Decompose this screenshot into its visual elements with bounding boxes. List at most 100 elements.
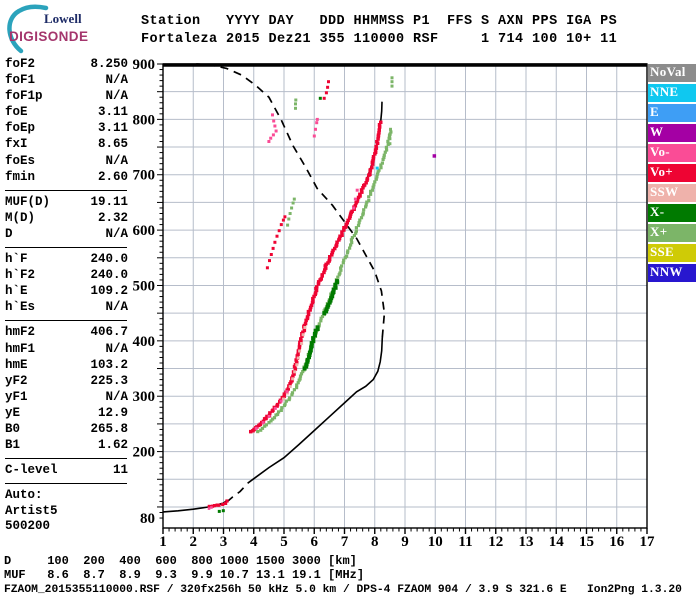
- param-label: h`E: [5, 284, 28, 299]
- param-label: B1: [5, 438, 21, 453]
- param-label: foE: [5, 105, 28, 120]
- param-row-foF1p: foF1p N/A: [5, 89, 128, 105]
- param-value: 1.62: [97, 438, 128, 453]
- param-label: B0: [5, 421, 21, 436]
- x-axis-tick-label: 5: [280, 534, 288, 550]
- autoscaling-info-line: Auto:: [5, 488, 43, 503]
- y-axis-tick-label: 700: [133, 168, 156, 184]
- series-X-minus-segment-low: [302, 325, 320, 371]
- param-label: MUF(D): [5, 194, 51, 209]
- logo-text-lowell: Lowell: [44, 11, 82, 26]
- x-axis-tick-label: 7: [341, 534, 349, 550]
- param-label: foF1p: [5, 89, 43, 104]
- scatter-x-upper-dashes: [388, 127, 392, 146]
- plot-grid: [163, 64, 647, 528]
- param-row-MUFD: MUF(D) 19.11: [5, 195, 128, 211]
- param-label: h`F: [5, 252, 28, 267]
- y-axis-tick-label: 900: [133, 57, 156, 73]
- series-F-trace-Vo-minus-edge: [254, 390, 289, 430]
- scatter-pink-near-cusp: [352, 188, 359, 210]
- param-section-divider: [5, 458, 127, 460]
- scatter-red-speck-838: [322, 96, 326, 100]
- scatter-cyan-speck: [375, 166, 379, 170]
- param-label: yF1: [5, 389, 28, 404]
- param-value: N/A: [105, 153, 128, 168]
- series-profile-valley-dashed: [226, 482, 249, 503]
- param-value: 8.65: [97, 137, 128, 152]
- header-block: Station YYYY DAY DDD HHMMSS P1 FFS S AXN…: [141, 13, 617, 49]
- legend-item-Vo: Vo+: [648, 164, 696, 182]
- param-value: 240.0: [90, 252, 128, 267]
- scatter-pink-specks-790: [312, 117, 319, 138]
- param-value: N/A: [105, 300, 128, 315]
- scaled-parameters-panel: foF2 8.250 foF1 N/A foF1p N/A foE 3.11 foEp 3.11 f…: [5, 57, 128, 535]
- param-label: fmin: [5, 169, 36, 184]
- legend-item-SSW: SSW: [648, 184, 696, 202]
- param-value: 8.250: [90, 57, 128, 71]
- series-E-trace-X-minus: [217, 509, 225, 513]
- param-value: N/A: [105, 341, 128, 356]
- x-axis-tick-label: 17: [640, 534, 656, 550]
- series-X-minus-segment-mid: [322, 279, 340, 316]
- legend-item-SSE: SSE: [648, 244, 696, 262]
- param-label: foF2: [5, 57, 36, 71]
- param-section-divider: [5, 189, 127, 191]
- param-row-B0: B0 265.8: [5, 422, 128, 438]
- series-profile-topside-dashed: [196, 63, 386, 338]
- param-value: 12.9: [97, 405, 128, 420]
- x-axis-tick-label: 1: [159, 534, 167, 550]
- muf-row: MUF 8.6 8.7 8.9 9.3 9.9 10.7 13.1 19.1 […: [4, 568, 365, 582]
- scatter-pink-cluster-high: [267, 113, 278, 143]
- param-section-divider: [5, 247, 127, 249]
- param-value: 2.32: [97, 210, 128, 225]
- param-row-foF1: foF1 N/A: [5, 73, 128, 89]
- param-row-fmin: fmin 2.60: [5, 170, 128, 186]
- y-axis-tick-label: 300: [133, 389, 156, 405]
- series-F-trace-fitted-line: [250, 101, 383, 432]
- param-value: 3.11: [97, 105, 128, 120]
- param-value: 265.8: [90, 421, 128, 436]
- param-label: hmF2: [5, 325, 36, 340]
- param-row-Clevel: C-level 11: [5, 463, 128, 479]
- x-axis-tick-label: 12: [488, 534, 503, 550]
- logo-swoosh-icon: [7, 4, 49, 54]
- param-label: hmE: [5, 357, 28, 372]
- param-value: N/A: [105, 89, 128, 104]
- param-label: C-level: [5, 463, 58, 478]
- param-label: h`F2: [5, 268, 36, 283]
- param-row-foEp: foEp 3.11: [5, 121, 128, 137]
- y-axis-tick-label: 500: [133, 278, 156, 294]
- param-row-foE: foE 3.11: [5, 105, 128, 121]
- param-row-hF2: h`F2 240.0: [5, 268, 128, 284]
- legend-item-X: X+: [648, 224, 696, 242]
- series-F-trace-X-mode: [256, 130, 393, 434]
- param-row-foEs: foEs N/A: [5, 154, 128, 170]
- legend-item-W: W: [648, 124, 696, 142]
- scatter-spread-red-streak: [265, 215, 287, 270]
- x-axis-tick-label: 9: [401, 534, 409, 550]
- param-value: N/A: [105, 226, 128, 241]
- x-axis-tick-label: 13: [519, 534, 534, 550]
- param-value: 406.7: [90, 325, 128, 340]
- autoscaling-info-line: Artist5: [5, 503, 58, 518]
- param-row-hmE: hmE 103.2: [5, 358, 128, 374]
- param-row-MD: M(D) 2.32: [5, 211, 128, 227]
- param-value: 240.0: [90, 268, 128, 283]
- echo-classification-legend: NoVal NNE E W Vo- Vo+ SSW X- X+ SSE NNW: [648, 64, 696, 284]
- x-axis-tick-label: 8: [371, 534, 379, 550]
- x-axis-tick-label: 10: [428, 534, 443, 550]
- param-label: foF1: [5, 73, 36, 88]
- param-value: 225.3: [90, 373, 128, 388]
- scatter-pink-specks-E: [207, 506, 213, 510]
- legend-item-Vo: Vo-: [648, 144, 696, 162]
- param-value: 109.2: [90, 284, 128, 299]
- param-label: fxI: [5, 137, 28, 152]
- param-row-hE: h`E 109.2: [5, 284, 128, 300]
- x-axis-tick-label: 11: [458, 534, 472, 550]
- x-axis-tick-label: 2: [190, 534, 198, 550]
- series-F-trace-O-mode: [249, 120, 383, 434]
- param-value: N/A: [105, 73, 128, 88]
- param-value: 3.11: [97, 121, 128, 136]
- scatter-green-speck-838: [318, 96, 322, 100]
- legend-item-X: X-: [648, 204, 696, 222]
